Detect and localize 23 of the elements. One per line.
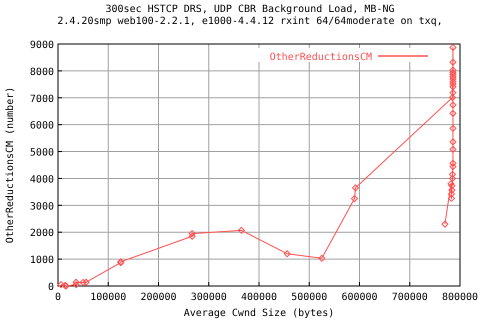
x-tick-label: 200000 <box>140 292 177 303</box>
y-tick-label: 3000 <box>30 201 54 212</box>
chart-title: 300sec HSTCP DRS, UDP CBR Background Load, MB-NG <box>106 4 394 15</box>
y-tick-label: 4000 <box>30 174 54 186</box>
y-tick-label: 5000 <box>30 148 54 159</box>
y-tick-label: 6000 <box>30 120 54 132</box>
y-tick-label: 8000 <box>30 66 54 78</box>
x-tick-label: 700000 <box>392 292 428 303</box>
x-tick-label: 0 <box>54 292 62 303</box>
y-tick-label: 1000 <box>30 255 54 266</box>
x-tick-label: 300000 <box>190 292 227 303</box>
x-tick-label: 600000 <box>341 292 378 303</box>
y-tick-label: 9000 <box>30 40 54 51</box>
x-axis-title: Average Cwnd Size (bytes) <box>184 308 334 319</box>
x-tick-label: 400000 <box>240 292 278 303</box>
x-tick-label: 100000 <box>90 292 126 303</box>
chart-subtitle: 2.4.20smp web100-2.2.1, e1000-4.4.12 rxint 64/64moderate on txq, <box>57 16 443 27</box>
y-tick-label: 7000 <box>30 94 54 105</box>
y-tick-label: 2000 <box>30 228 54 240</box>
y-tick-label: 0 <box>48 282 54 293</box>
x-tick-label: 800000 <box>442 292 478 303</box>
x-tick-label: 500000 <box>291 292 328 303</box>
y-axis-title: OtherReductionsCM (number) <box>5 86 16 244</box>
